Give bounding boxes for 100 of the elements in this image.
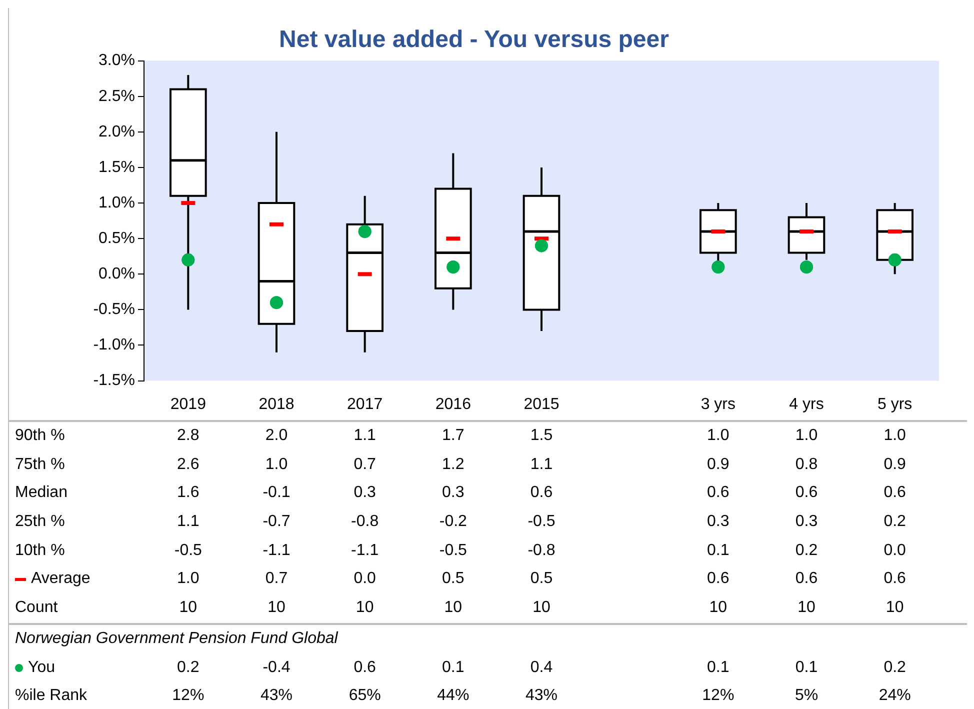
- text: 12%: [172, 686, 204, 706]
- y-tick-label: 1.5%: [98, 158, 135, 176]
- text: Median: [15, 483, 68, 504]
- text: -0.5: [528, 512, 556, 532]
- text: 10: [709, 598, 728, 618]
- text: Average: [31, 569, 90, 590]
- x-tick-label: 2019: [170, 396, 206, 413]
- y-tick-label: 2.0%: [98, 123, 135, 140]
- text: -0.5: [174, 540, 202, 561]
- text: 0.2: [884, 512, 906, 532]
- text: 1.0: [265, 454, 288, 475]
- text: 0.6: [795, 569, 818, 590]
- x-tick-label: 4 yrs: [789, 396, 824, 413]
- text: -0.8: [528, 540, 556, 561]
- text: -0.1: [262, 483, 290, 504]
- text: 1.1: [177, 512, 200, 532]
- text: -0.5: [439, 540, 467, 561]
- text: 24%: [878, 686, 911, 706]
- text: 1.1: [354, 426, 376, 446]
- chart-title: Net value added - You versus peer: [279, 26, 669, 54]
- text: 0.7: [265, 569, 288, 590]
- data-label: 0.2: [177, 658, 200, 678]
- text: 0.5: [530, 569, 553, 590]
- text: %ile Rank: [15, 686, 88, 706]
- text: 0.6: [530, 483, 553, 504]
- y-tick-label: -1.5%: [93, 372, 135, 390]
- text: 25th %: [15, 512, 65, 532]
- text: 75th %: [15, 454, 65, 475]
- y-tick-label: 0.0%: [98, 266, 135, 283]
- y-tick-label: 1.0%: [98, 194, 135, 212]
- text: -1.1: [262, 540, 290, 561]
- text: 12%: [702, 686, 734, 706]
- data-label: 0.4: [530, 658, 553, 678]
- text: 10: [798, 598, 816, 618]
- text: 0.1: [707, 540, 730, 561]
- text: 0.5: [442, 569, 464, 590]
- text: 0.7: [354, 454, 376, 475]
- text: 1.1: [530, 454, 553, 475]
- text: Count: [15, 598, 58, 618]
- text: 10: [356, 598, 374, 618]
- text: 0.0: [884, 540, 906, 561]
- text: 10: [179, 598, 198, 618]
- data-label: -0.4: [262, 658, 290, 678]
- text: 1.5: [530, 426, 553, 446]
- y-tick-label: 2.5%: [98, 88, 135, 105]
- legend-label: You: [28, 658, 55, 678]
- text: 43%: [525, 686, 558, 706]
- text: 10th %: [15, 540, 65, 561]
- x-tick-label: 2018: [258, 396, 294, 413]
- text: 0.3: [795, 512, 818, 532]
- text: 0.0: [354, 569, 376, 590]
- text: 10: [886, 598, 904, 618]
- text: 90th %: [15, 426, 65, 446]
- text: 0.3: [707, 512, 730, 532]
- text: 10: [444, 598, 462, 618]
- text: 0.6: [795, 483, 818, 504]
- point: [446, 260, 460, 274]
- text: 1.0: [884, 426, 906, 446]
- point: [358, 224, 372, 238]
- data-label: 0.2: [884, 658, 906, 678]
- text: 44%: [437, 686, 470, 706]
- text: 0.3: [354, 483, 376, 504]
- data-label: 0.1: [707, 658, 730, 678]
- text: -0.8: [351, 512, 379, 532]
- point: [182, 253, 195, 266]
- y-tick-label: 3.0%: [98, 52, 135, 70]
- text: 0.6: [884, 569, 906, 590]
- point: [888, 253, 902, 266]
- text: 43%: [260, 686, 293, 706]
- text: 2.0: [265, 426, 288, 446]
- text: 0.3: [442, 483, 464, 504]
- text: -0.2: [439, 512, 467, 532]
- text: 10: [532, 598, 550, 618]
- y-tick-label: -0.5%: [93, 301, 135, 318]
- x-tick-label: 2015: [524, 396, 560, 413]
- text: 10: [268, 598, 286, 618]
- point: [800, 260, 813, 274]
- text: 1.0: [795, 426, 818, 446]
- text: 2.8: [177, 426, 200, 446]
- data-label: 0.1: [795, 658, 818, 678]
- x-tick-label: 3 yrs: [700, 396, 736, 413]
- text: 0.6: [884, 483, 906, 504]
- data-label: 0.1: [442, 658, 464, 678]
- text: 65%: [348, 686, 381, 706]
- data-label: 0.6: [354, 658, 376, 678]
- text: 0.9: [707, 454, 730, 475]
- x-tick-label: 2017: [347, 396, 383, 413]
- point: [535, 239, 548, 252]
- y-tick-label: -1.0%: [93, 336, 135, 354]
- text: 0.8: [795, 454, 818, 475]
- text: 0.6: [707, 569, 730, 590]
- text: 1.0: [707, 426, 730, 446]
- text: 0.6: [707, 483, 730, 504]
- point: [712, 260, 725, 274]
- text: Norwegian Government Pension Fund Global: [15, 628, 338, 649]
- text: 1.0: [177, 569, 200, 590]
- text: 0.2: [795, 540, 818, 561]
- text: 5%: [794, 686, 818, 706]
- text: 2.6: [177, 454, 200, 475]
- text: 1.7: [442, 426, 464, 446]
